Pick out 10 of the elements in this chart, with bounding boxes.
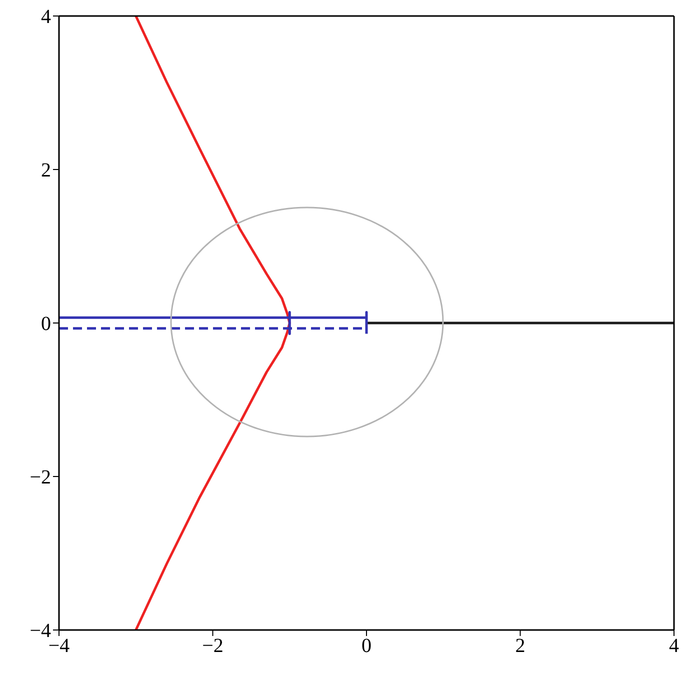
x-tick-label: −2 <box>202 635 224 658</box>
y-tick-label: −2 <box>30 466 51 489</box>
y-tick-label: 0 <box>41 313 51 336</box>
y-tick-label: 4 <box>41 6 51 28</box>
y-tick-label: 2 <box>41 160 51 182</box>
line-series <box>134 16 291 630</box>
y-tick-label: −4 <box>30 620 51 642</box>
x-tick-label: 4 <box>669 635 679 658</box>
x-tick-label: 0 <box>362 635 372 658</box>
x-tick-label: 2 <box>515 635 526 658</box>
